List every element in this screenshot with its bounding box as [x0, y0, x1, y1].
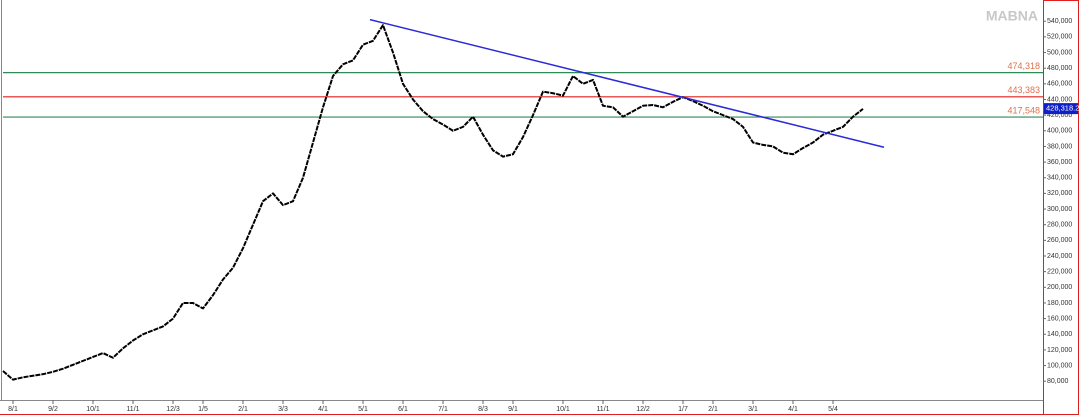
y-tick-label: 200,000: [1047, 284, 1072, 291]
level-label: 443,383: [1007, 85, 1040, 95]
y-tick-label: 400,000: [1047, 128, 1072, 135]
x-tick-label: 3/1: [748, 406, 758, 413]
x-tick-label: 10/1: [86, 406, 100, 413]
y-tick-label: 140,000: [1047, 331, 1072, 338]
y-tick-label: 280,000: [1047, 222, 1072, 229]
x-tick-label: 4/1: [318, 406, 328, 413]
x-tick-label: 7/1: [438, 406, 448, 413]
x-tick-label: 5/1: [358, 406, 368, 413]
y-tick-label: 520,000: [1047, 34, 1072, 41]
y-tick-label: 460,000: [1047, 81, 1072, 88]
y-tick-label: 80,000: [1047, 378, 1069, 385]
y-tick-label: 300,000: [1047, 206, 1072, 213]
y-tick-label: 180,000: [1047, 300, 1072, 307]
x-tick-label: 9/1: [508, 406, 518, 413]
y-tick-label: 440,000: [1047, 96, 1072, 103]
y-tick-label: 340,000: [1047, 175, 1072, 182]
y-tick-label: 420,000: [1047, 112, 1072, 119]
x-tick-label: 11/1: [596, 406, 609, 413]
level-label: 474,318: [1007, 61, 1040, 71]
y-tick-label: 480,000: [1047, 65, 1072, 72]
x-tick-label: 8/1: [8, 406, 18, 413]
x-tick-label: 5/4: [828, 406, 838, 413]
x-tick-label: 9/2: [48, 406, 58, 413]
x-tick-label: 12/2: [636, 406, 650, 413]
x-tick-label: 10/1: [556, 406, 570, 413]
x-tick-label: 6/1: [398, 406, 408, 413]
price-line: [2, 24, 864, 381]
x-tick-label: 1/5: [198, 406, 208, 413]
y-tick-label: 260,000: [1047, 237, 1072, 244]
x-tick-label: 8/3: [478, 406, 488, 413]
y-tick-label: 240,000: [1047, 253, 1072, 260]
y-tick-label: 540,000: [1047, 18, 1072, 25]
y-tick-label: 100,000: [1047, 362, 1072, 369]
last-price-box: [1044, 103, 1078, 115]
y-tick-label: 320,000: [1047, 190, 1072, 197]
x-tick-label: 1/7: [678, 406, 688, 413]
axis-frame: [1043, 0, 1079, 415]
watermark: MABNA: [986, 8, 1038, 24]
x-tick-label: 2/1: [238, 406, 248, 413]
y-tick-label: 380,000: [1047, 143, 1072, 150]
x-tick-label: 11/1: [126, 406, 139, 413]
y-tick-label: 500,000: [1047, 49, 1072, 56]
y-tick-label: 360,000: [1047, 159, 1072, 166]
y-tick-label: 160,000: [1047, 315, 1072, 322]
level-label: 417,548: [1007, 105, 1040, 115]
y-tick-label: 220,000: [1047, 268, 1072, 275]
trend-line: [369, 18, 885, 148]
last-price-label: 428,318.2: [1046, 104, 1079, 113]
x-tick-label: 3/3: [278, 406, 288, 413]
x-tick-label: 2/1: [708, 406, 718, 413]
x-tick-label: 12/3: [166, 406, 180, 413]
y-tick-label: 120,000: [1047, 347, 1072, 354]
x-tick-label: 4/1: [788, 406, 798, 413]
